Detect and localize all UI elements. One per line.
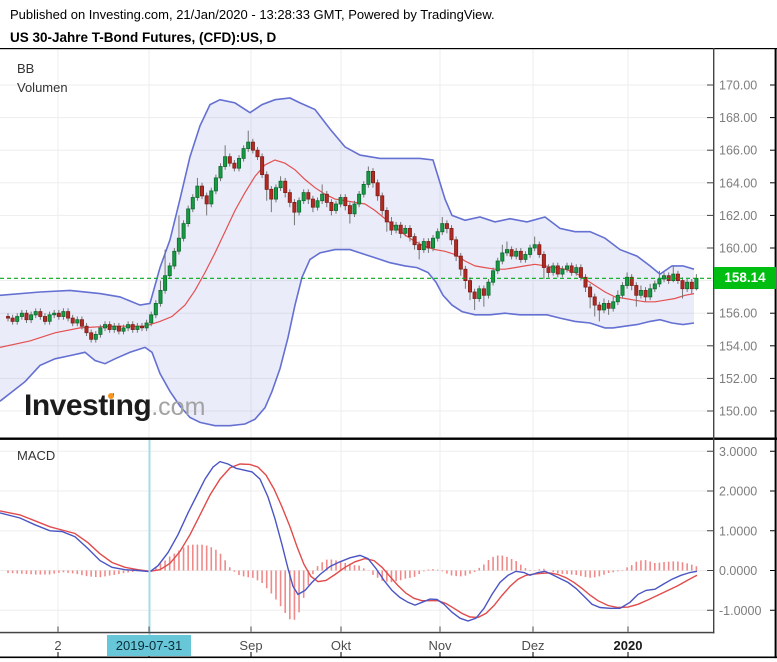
symbol-title: US 30-Jahre T-Bond Futures, (CFD):US, D (10, 30, 277, 45)
macd-main-line (0, 460, 698, 622)
indicator-label-volume[interactable]: Volumen (17, 80, 68, 95)
macd-histogram (7, 544, 698, 620)
svg-text:0.0000: 0.0000 (719, 564, 757, 578)
svg-text:2.0000: 2.0000 (719, 485, 757, 499)
time-axis[interactable]: 2 Sep Okt Nov Dez 2020 (54, 626, 643, 657)
axes (0, 48, 777, 659)
svg-text:1.0000: 1.0000 (719, 524, 757, 538)
bollinger-upper-band (0, 97, 695, 306)
logo-orange-dot-i: i (107, 389, 116, 422)
svg-text:156.00: 156.00 (719, 307, 757, 321)
investing-logo-text: Investing (24, 389, 152, 422)
svg-text:166.00: 166.00 (719, 144, 757, 158)
macd-signal-line (0, 463, 698, 619)
candles-layer (6, 130, 699, 343)
svg-text:150.00: 150.00 (719, 405, 757, 419)
svg-text:Sep: Sep (239, 638, 262, 653)
indicator-label-macd[interactable]: MACD (17, 448, 56, 463)
svg-text:2: 2 (54, 638, 61, 653)
investing-logo-suffix: .com (151, 393, 206, 421)
gridlines (0, 49, 713, 632)
svg-text:-1.0000: -1.0000 (719, 604, 761, 618)
indicator-label-bb[interactable]: BB (17, 61, 35, 76)
svg-text:152.00: 152.00 (719, 372, 757, 386)
svg-text:Dez: Dez (521, 638, 544, 653)
svg-text:2020: 2020 (614, 638, 643, 653)
price-panel[interactable] (0, 97, 713, 427)
svg-text:Okt: Okt (331, 638, 352, 653)
investing-watermark: Investing.com (24, 389, 205, 423)
crosshair-date-badge: 2019-07-31 (107, 635, 191, 656)
last-price-badge: 158.14 (714, 267, 776, 289)
svg-text:154.00: 154.00 (719, 339, 757, 353)
svg-text:164.00: 164.00 (719, 176, 757, 190)
svg-text:162.00: 162.00 (719, 209, 757, 223)
svg-text:3.0000: 3.0000 (719, 445, 757, 459)
bollinger-fill (0, 98, 694, 426)
svg-text:160.00: 160.00 (719, 242, 757, 256)
macd-panel[interactable] (0, 460, 698, 622)
svg-text:168.00: 168.00 (719, 111, 757, 125)
svg-text:170.00: 170.00 (719, 79, 757, 93)
bollinger-lower-band (0, 248, 695, 427)
svg-text:Nov: Nov (428, 638, 452, 653)
price-axis[interactable]: 170.00 168.00 166.00 164.00 162.00 160.00 156.… (707, 79, 775, 618)
published-line: Published on Investing.com, 21/Jan/2020 … (10, 7, 495, 22)
